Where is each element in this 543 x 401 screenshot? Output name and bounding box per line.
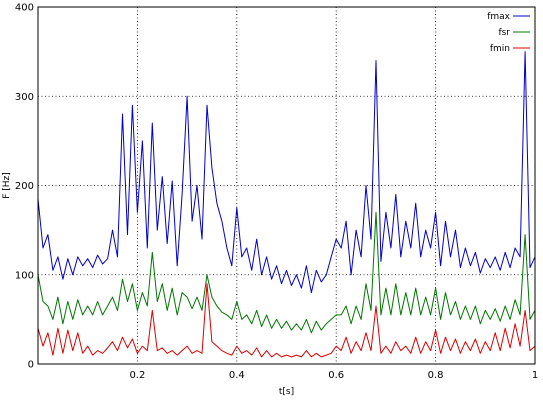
y-tick-label: 200 — [15, 181, 34, 192]
series-group — [37, 51, 536, 358]
grid — [38, 7, 535, 364]
x-tick-label: 1 — [532, 370, 538, 381]
legend-label-fmin: fmin — [490, 44, 510, 54]
series-line-fsr — [37, 211, 536, 334]
legend: fmax fsr fmin — [487, 12, 530, 54]
y-tick-label: 300 — [15, 92, 34, 103]
plot-frame — [37, 6, 536, 365]
y-tick-label: 400 — [15, 3, 34, 14]
tick-labels: 0.2 0.4 0.6 0.8 1 0 100 200 300 400 — [15, 3, 538, 382]
x-tick-label: 0.6 — [328, 370, 344, 381]
x-tick-label: 0.2 — [129, 370, 145, 381]
legend-label-fmax: fmax — [487, 12, 510, 22]
y-tick-label: 100 — [15, 270, 34, 281]
x-tick-label: 0.4 — [229, 370, 245, 381]
y-tick-label: 0 — [28, 360, 34, 371]
legend-label-fsr: fsr — [498, 28, 510, 38]
x-axis-label: t[s] — [279, 387, 294, 397]
x-tick-label: 0.8 — [428, 370, 444, 381]
series-line-fmax — [37, 51, 536, 294]
series-line-fmin — [37, 283, 536, 358]
y-axis-label: F [Hz] — [2, 172, 12, 199]
